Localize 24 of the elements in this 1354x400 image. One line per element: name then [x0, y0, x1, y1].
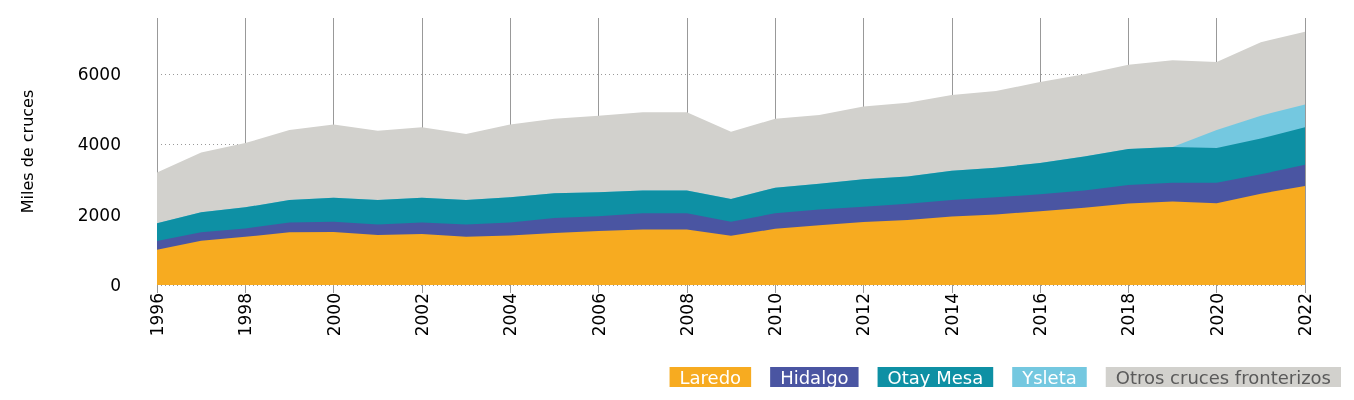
y-tick-label: 6000 [77, 64, 121, 85]
x-tick-label: 2014 [941, 293, 962, 337]
y-axis-title: Miles de cruces [17, 89, 37, 214]
text: Laredo [679, 366, 742, 388]
y-tick-label: 4000 [77, 134, 121, 155]
x-tick-label: 2012 [853, 293, 874, 337]
text: Ysleta [1021, 366, 1077, 388]
text: Hidalgo [780, 366, 849, 388]
x-tick-label: 2006 [588, 293, 609, 337]
x-tick-label: 2020 [1206, 293, 1227, 337]
text: Otros cruces fronterizos [1115, 366, 1332, 388]
y-tick-label: 2000 [77, 204, 121, 225]
x-tick-label: 2008 [676, 293, 697, 337]
x-tick-label: 2004 [500, 293, 521, 337]
x-tick-label: 2002 [411, 293, 432, 337]
x-tick-label: 2010 [765, 293, 786, 337]
x-tick-label: 2022 [1295, 293, 1315, 337]
x-tick-label: 1996 [147, 293, 167, 337]
x-tick-label: 2016 [1030, 293, 1051, 337]
x-tick-label: 2000 [323, 293, 344, 337]
y-tick-label: 0 [110, 275, 121, 295]
x-tick-label: 1998 [235, 293, 256, 337]
text: Otay Mesa [887, 366, 984, 388]
x-tick-label: 2018 [1118, 293, 1139, 337]
